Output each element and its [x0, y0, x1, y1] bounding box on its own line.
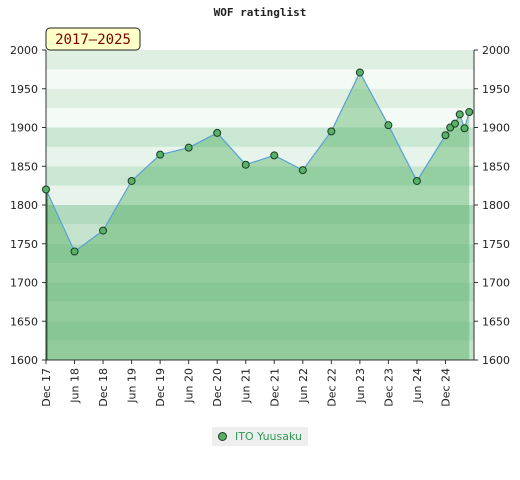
background-band	[46, 88, 474, 109]
y-tick-label-left: 1600	[10, 354, 38, 367]
y-tick-label-right: 1750	[482, 238, 510, 251]
data-point	[298, 166, 307, 175]
y-tick-label-right: 1950	[482, 83, 510, 96]
background-band	[46, 224, 474, 244]
legend-marker-icon	[218, 432, 227, 441]
y-tick-label-right: 1600	[482, 354, 510, 367]
background-band	[46, 205, 474, 225]
data-point	[70, 247, 79, 256]
y-tick-label-right: 1650	[482, 315, 510, 328]
period-label: 2017–2025	[55, 32, 131, 48]
x-tick-label: Jun 20	[183, 368, 196, 404]
data-point	[127, 176, 136, 185]
data-point	[450, 119, 459, 128]
data-point	[156, 150, 165, 159]
data-point	[184, 143, 193, 152]
background-band	[46, 263, 474, 283]
y-tick-label-right: 2000	[482, 44, 510, 57]
legend-label: ITO Yuusaku	[235, 430, 302, 443]
x-tick-label: Dec 20	[211, 368, 224, 407]
data-point	[465, 108, 474, 116]
data-point	[270, 151, 279, 160]
x-tick-label: Jun 23	[354, 368, 367, 404]
data-point	[355, 68, 364, 77]
x-tick-label: Jun 24	[411, 368, 424, 404]
x-tick-label: Jun 19	[126, 368, 139, 404]
background-band	[46, 340, 474, 360]
x-tick-label: Dec 19	[154, 368, 167, 407]
x-tick-label: Dec 23	[382, 368, 395, 407]
y-tick-label-left: 1800	[10, 199, 38, 212]
data-point	[441, 131, 450, 140]
x-tick-label: Dec 21	[268, 368, 281, 407]
background-band	[46, 185, 474, 205]
x-tick-label: Dec 18	[97, 368, 110, 407]
x-tick-label: Dec 24	[439, 368, 452, 407]
y-tick-label-right: 1700	[482, 277, 510, 290]
x-tick-label: Jun 22	[297, 368, 310, 404]
data-point	[99, 226, 108, 235]
y-tick-label-left: 2000	[10, 44, 38, 57]
data-point	[455, 110, 464, 119]
y-tick-label-left: 1700	[10, 277, 38, 290]
y-tick-label-left: 1900	[10, 122, 38, 135]
data-point	[42, 185, 50, 194]
y-tick-label-right: 1900	[482, 122, 510, 135]
data-point	[412, 176, 421, 185]
background-band	[46, 321, 474, 341]
data-point	[241, 160, 250, 169]
area-fill	[46, 72, 470, 360]
data-point	[327, 127, 336, 136]
y-tick-label-left: 1650	[10, 315, 38, 328]
x-tick-label: Dec 17	[40, 368, 53, 407]
x-tick-label: Jun 18	[69, 368, 82, 404]
y-tick-label-right: 1800	[482, 199, 510, 212]
data-point	[213, 128, 222, 137]
period-label-box	[45, 27, 141, 51]
background-band	[46, 50, 474, 70]
background-band	[46, 243, 474, 264]
background-band	[46, 282, 474, 302]
data-point	[460, 124, 469, 133]
background-band	[46, 301, 474, 322]
legend[interactable]: ITO Yuusaku	[212, 427, 308, 446]
y-tick-label-left: 1750	[10, 238, 38, 251]
y-tick-label-right: 1850	[482, 160, 510, 173]
background-band	[46, 108, 474, 128]
background-band	[46, 127, 474, 147]
x-tick-label: Dec 22	[325, 368, 338, 407]
chart-title: WOF ratinglist	[213, 6, 307, 19]
y-tick-label-left: 1950	[10, 83, 38, 96]
background-band	[46, 166, 474, 186]
x-tick-label: Jun 21	[240, 368, 253, 404]
y-tick-label-left: 1850	[10, 160, 38, 173]
background-band	[46, 69, 474, 89]
data-point	[384, 121, 393, 130]
